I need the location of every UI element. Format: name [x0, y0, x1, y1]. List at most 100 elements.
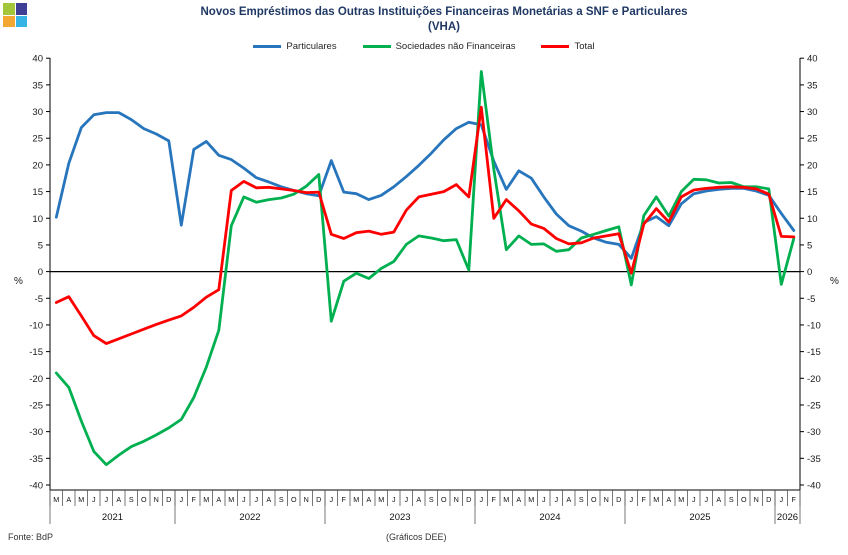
svg-text:O: O	[741, 495, 747, 504]
svg-text:F: F	[792, 495, 797, 504]
svg-text:30: 30	[807, 107, 818, 118]
svg-text:M: M	[228, 495, 234, 504]
logo-square-bottom-left	[3, 15, 15, 27]
svg-text:D: D	[466, 495, 471, 504]
chart-header: Novos Empréstimos das Outras Instituiçõe…	[60, 5, 828, 35]
svg-text:M: M	[528, 495, 534, 504]
legend-item-total: Total	[541, 41, 595, 52]
legend-item-particulares: Particulares	[253, 41, 337, 52]
svg-text:-20: -20	[29, 374, 43, 385]
svg-text:-10: -10	[807, 320, 821, 331]
svg-text:-40: -40	[807, 481, 821, 492]
svg-text:5: 5	[807, 240, 812, 251]
svg-text:N: N	[154, 495, 159, 504]
svg-text:-30: -30	[29, 427, 43, 438]
svg-text:25: 25	[32, 134, 43, 145]
svg-text:J: J	[254, 495, 258, 504]
svg-text:A: A	[116, 495, 121, 504]
source-note: Fonte: BdP	[8, 532, 54, 542]
svg-text:A: A	[566, 495, 571, 504]
svg-text:40: 40	[807, 54, 818, 65]
svg-text:D: D	[616, 495, 621, 504]
svg-text:O: O	[141, 495, 147, 504]
svg-text:S: S	[279, 495, 284, 504]
svg-text:20: 20	[807, 160, 818, 171]
svg-text:2022: 2022	[239, 512, 260, 523]
svg-text:S: S	[579, 495, 584, 504]
svg-text:10: 10	[807, 214, 818, 225]
svg-text:-35: -35	[29, 454, 43, 465]
svg-text:-5: -5	[807, 294, 815, 305]
svg-text:%: %	[14, 276, 23, 287]
svg-text:N: N	[304, 495, 309, 504]
bdp-logo	[3, 3, 27, 27]
chart-note: (Gráficos DEE)	[386, 532, 447, 542]
svg-text:N: N	[454, 495, 459, 504]
legend-label: Sociedades não Financeiras	[395, 41, 516, 52]
svg-text:A: A	[516, 495, 521, 504]
svg-text:A: A	[716, 495, 721, 504]
svg-text:0: 0	[38, 267, 43, 278]
logo-square-top-left	[3, 3, 15, 15]
svg-text:J: J	[704, 495, 708, 504]
svg-text:-10: -10	[29, 320, 43, 331]
svg-text:D: D	[766, 495, 771, 504]
svg-text:S: S	[729, 495, 734, 504]
svg-text:M: M	[353, 495, 359, 504]
svg-text:35: 35	[32, 80, 43, 91]
svg-text:-25: -25	[807, 400, 821, 411]
svg-text:F: F	[342, 495, 347, 504]
logo-square-bottom-right	[15, 15, 27, 27]
svg-text:M: M	[203, 495, 209, 504]
legend-swatch-blue-line	[253, 45, 282, 48]
svg-text:2023: 2023	[389, 512, 410, 523]
svg-text:O: O	[591, 495, 597, 504]
svg-text:-20: -20	[807, 374, 821, 385]
svg-text:20: 20	[32, 160, 43, 171]
svg-text:A: A	[366, 495, 371, 504]
svg-text:M: M	[78, 495, 84, 504]
svg-text:J: J	[179, 495, 183, 504]
svg-text:30: 30	[32, 107, 43, 118]
svg-text:J: J	[92, 495, 96, 504]
svg-text:A: A	[266, 495, 271, 504]
svg-text:-40: -40	[29, 481, 43, 492]
legend-label: Total	[574, 41, 595, 52]
svg-text:D: D	[316, 495, 321, 504]
svg-text:5: 5	[38, 240, 43, 251]
svg-text:2021: 2021	[102, 512, 123, 523]
chart-legend: Particulares Sociedades não Financeiras …	[0, 41, 848, 52]
svg-text:S: S	[429, 495, 434, 504]
svg-text:S: S	[129, 495, 134, 504]
chart-subtitle: (VHA)	[428, 21, 460, 33]
legend-label: Particulares	[286, 41, 337, 52]
svg-text:35: 35	[807, 80, 818, 91]
svg-text:15: 15	[807, 187, 818, 198]
svg-text:10: 10	[32, 214, 43, 225]
svg-text:D: D	[166, 495, 171, 504]
svg-text:J: J	[329, 495, 333, 504]
svg-text:2024: 2024	[539, 512, 560, 523]
svg-text:O: O	[441, 495, 447, 504]
svg-text:J: J	[629, 495, 633, 504]
svg-text:O: O	[291, 495, 297, 504]
svg-text:-30: -30	[807, 427, 821, 438]
svg-text:J: J	[479, 495, 483, 504]
svg-text:N: N	[604, 495, 609, 504]
svg-text:A: A	[416, 495, 421, 504]
svg-text:J: J	[779, 495, 783, 504]
logo-square-top-right	[15, 3, 27, 15]
svg-text:40: 40	[32, 54, 43, 65]
svg-text:-5: -5	[35, 294, 43, 305]
svg-text:-15: -15	[807, 347, 821, 358]
svg-text:J: J	[242, 495, 246, 504]
svg-text:2026: 2026	[777, 512, 798, 523]
legend-swatch-green-line	[362, 45, 391, 48]
svg-text:F: F	[492, 495, 497, 504]
svg-text:-25: -25	[29, 400, 43, 411]
svg-text:M: M	[503, 495, 509, 504]
svg-text:25: 25	[807, 134, 818, 145]
svg-text:F: F	[642, 495, 647, 504]
legend-swatch-red-line	[541, 45, 570, 48]
